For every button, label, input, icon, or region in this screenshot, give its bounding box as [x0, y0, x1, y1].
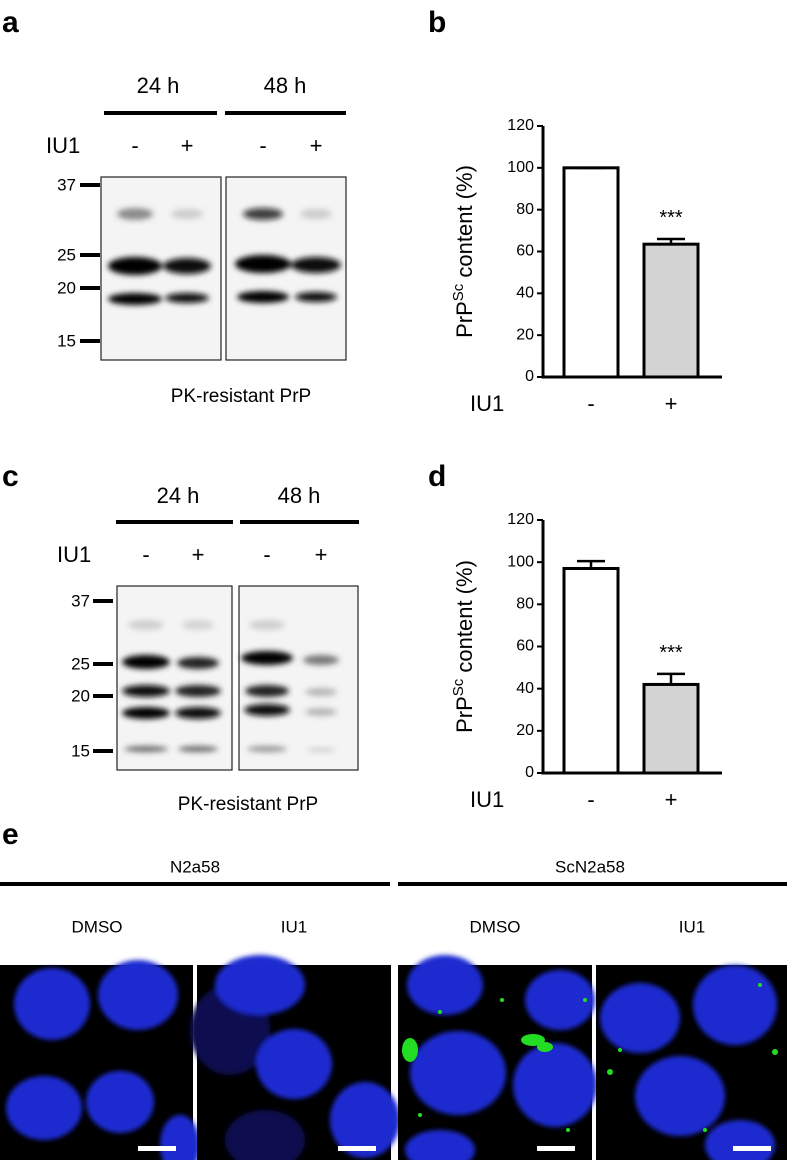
group-bar: [104, 111, 217, 115]
sign: +: [315, 542, 328, 567]
marker-label: 20: [71, 686, 90, 705]
blot: [100, 176, 347, 361]
x-axis-label: IU1: [470, 391, 504, 416]
y-tick-label: 60: [516, 638, 534, 655]
y-axis-label: PrPSc content (%): [450, 165, 477, 338]
time-label: 48 h: [264, 73, 307, 98]
bar: [562, 166, 620, 379]
y-tick-label: 80: [516, 201, 534, 218]
blot: [116, 585, 359, 771]
panel-label: d: [428, 460, 446, 493]
group-bar: [0, 882, 390, 886]
x-tick-label: +: [665, 787, 678, 812]
micrograph: [0, 960, 200, 1160]
group-bar: [225, 111, 346, 115]
marker-label: 25: [71, 654, 90, 673]
condition-label: IU1: [679, 917, 705, 936]
sign: +: [192, 542, 205, 567]
marker-label: 37: [71, 591, 90, 610]
y-tick-label: 100: [507, 159, 534, 176]
time-label: 48 h: [278, 483, 321, 508]
y-tick-label: 40: [516, 680, 534, 697]
sign: -: [263, 542, 270, 567]
group-bar: [240, 520, 359, 524]
y-tick-label: 20: [516, 326, 534, 343]
panel-label: b: [428, 6, 446, 39]
group-bar: [116, 520, 233, 524]
x-axis-label: IU1: [470, 787, 504, 812]
bar: [562, 566, 620, 775]
y-tick-label: 120: [507, 511, 534, 528]
micrograph: [398, 955, 597, 1160]
condition-label: DMSO: [470, 917, 521, 936]
y-tick-label: 20: [516, 722, 534, 739]
time-label: 24 h: [157, 483, 200, 508]
error-bar: [657, 672, 685, 685]
group-label: N2a58: [170, 857, 220, 876]
marker-label: 37: [57, 175, 76, 194]
group-bar: [398, 882, 787, 886]
marker-label: 25: [57, 245, 76, 264]
y-axis-label-part: PrP: [452, 696, 477, 733]
bar: [642, 242, 700, 379]
sign: +: [181, 133, 194, 158]
time-label: 24 h: [137, 73, 180, 98]
condition-label: IU1: [281, 917, 307, 936]
y-axis-label-part: content (%): [452, 165, 477, 284]
y-tick-label: 80: [516, 596, 534, 613]
group-label: ScN2a58: [555, 857, 625, 876]
marker-label: 15: [71, 741, 90, 760]
blot-caption: PK-resistant PrP: [178, 794, 318, 815]
y-axis-label-part: Sc: [450, 283, 467, 301]
error-bar: [577, 559, 605, 569]
panel-label: c: [2, 460, 19, 493]
significance: ***: [659, 207, 683, 229]
y-tick-label: 100: [507, 553, 534, 570]
y-axis-label-part: content (%): [452, 560, 477, 679]
y-axis-label: PrPSc content (%): [450, 560, 477, 733]
significance: ***: [659, 642, 683, 664]
y-tick-label: 0: [525, 368, 534, 385]
marker-label: 15: [57, 331, 76, 350]
x-tick-label: -: [587, 391, 594, 416]
y-axis-label-part: Sc: [450, 678, 467, 696]
blot-caption: PK-resistant PrP: [171, 386, 311, 407]
treatment-label: IU1: [46, 133, 80, 158]
y-tick-label: 60: [516, 243, 534, 260]
micrograph: [596, 965, 787, 1160]
x-tick-label: +: [665, 391, 678, 416]
marker-label: 20: [57, 278, 76, 297]
y-tick-label: 120: [507, 117, 534, 134]
panel-label: e: [2, 818, 19, 851]
sign: -: [142, 542, 149, 567]
y-tick-label: 0: [525, 764, 534, 781]
sign: +: [310, 133, 323, 158]
bar: [642, 682, 700, 775]
panel-label: a: [2, 6, 19, 39]
marker-ticks: [93, 599, 113, 753]
error-bar: [657, 237, 685, 245]
sign: -: [259, 133, 266, 158]
marker-ticks: [80, 183, 100, 343]
y-tick-label: 40: [516, 285, 534, 302]
y-axis-label-part: PrP: [452, 301, 477, 338]
sign: -: [131, 133, 138, 158]
condition-label: DMSO: [72, 917, 123, 936]
treatment-label: IU1: [57, 542, 91, 567]
micrograph: [190, 955, 400, 1160]
x-tick-label: -: [587, 787, 594, 812]
